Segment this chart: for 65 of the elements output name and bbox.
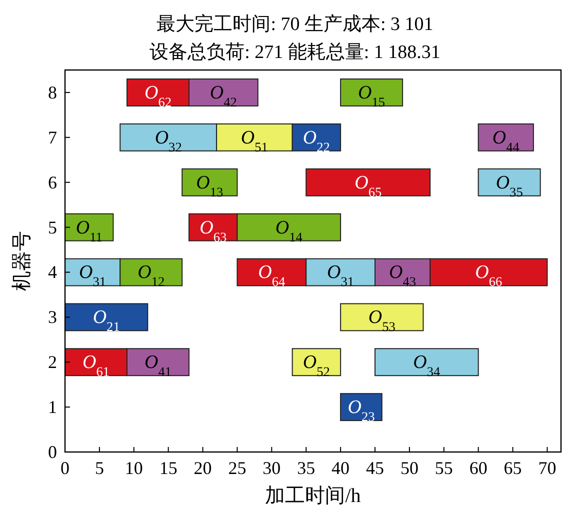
bar (340, 78, 404, 106)
bar (478, 123, 534, 152)
series-label: O$_{51}$ (240, 127, 268, 154)
bar (64, 213, 114, 242)
series-label: O$_{32}$ (154, 127, 182, 154)
y-tick-label: 3 (48, 307, 57, 328)
series-label: O$_{43}$ (389, 262, 416, 289)
x-tick-label: 50 (400, 458, 418, 478)
series-label: O$_{66}$ (475, 262, 503, 289)
series-label: O$_{61}$ (82, 352, 110, 379)
bar (64, 303, 148, 332)
y-tick-label: 5 (48, 217, 57, 238)
y-tick-label: 8 (48, 82, 57, 102)
y-tick-label: 1 (48, 397, 57, 418)
x-tick-label: 60 (469, 458, 488, 478)
series-label: O$_{64}$ (258, 262, 286, 289)
y-tick-label: 0 (48, 442, 57, 462)
series-label: O$_{11}$ (76, 217, 102, 244)
x-tick-label: 25 (228, 458, 246, 478)
series-label: O$_{65}$ (354, 172, 382, 199)
bar (374, 348, 479, 376)
series-label: O$_{53}$ (368, 307, 396, 334)
x-tick-label: 0 (60, 458, 70, 478)
y-tick-label: 2 (48, 352, 57, 372)
x-tick-label: 20 (194, 458, 212, 478)
series-label: O$_{15}$ (358, 82, 386, 109)
x-axis-title: 加工时间/h (265, 485, 361, 507)
x-tick-label: 10 (124, 458, 143, 478)
series-label: O$_{52}$ (302, 352, 330, 379)
series-label: O$_{35}$ (496, 172, 524, 199)
series-label: O$_{12}$ (138, 262, 165, 289)
y-axis-title: 机器号 (11, 231, 33, 291)
series-label: O$_{34}$ (413, 352, 441, 379)
series-label: O$_{31}$ (327, 262, 354, 289)
x-tick-label: 30 (262, 458, 281, 478)
series-label: O$_{63}$ (200, 217, 227, 244)
bar (306, 168, 431, 196)
series-label: O$_{22}$ (302, 127, 330, 154)
series-label: O$_{62}$ (144, 82, 172, 109)
bar (292, 348, 342, 376)
chart-subtitle: 设备总负荷: 271 能耗总量: 1 188.31 (150, 42, 440, 63)
series-label: O$_{13}$ (196, 172, 224, 199)
bar (340, 393, 382, 422)
bar (478, 168, 541, 196)
x-tick-label: 65 (504, 458, 522, 478)
x-tick-label: 45 (366, 458, 384, 478)
series-label: O$_{21}$ (92, 307, 120, 334)
y-tick-label: 6 (48, 172, 57, 192)
x-tick-label: 70 (538, 458, 556, 478)
x-tick-label: 40 (332, 458, 350, 478)
x-tick-label: 35 (297, 458, 316, 478)
series-label: O$_{14}$ (275, 217, 303, 244)
series-label: O$_{31}$ (79, 262, 106, 289)
series-label: O$_{44}$ (492, 127, 520, 154)
series-label: O$_{41}$ (144, 352, 172, 379)
chart-title: 最大完工时间: 70 生产成本: 3 101 (156, 13, 434, 35)
y-tick-label: 4 (48, 262, 57, 282)
bar (182, 168, 238, 196)
series-label: O$_{23}$ (348, 397, 376, 424)
bar (340, 303, 424, 332)
x-tick-label: 55 (434, 458, 453, 478)
x-tick-label: 5 (94, 458, 104, 478)
x-tick-label: 15 (159, 458, 178, 478)
y-tick-label: 7 (48, 127, 57, 148)
series-label: O$_{42}$ (210, 82, 237, 109)
